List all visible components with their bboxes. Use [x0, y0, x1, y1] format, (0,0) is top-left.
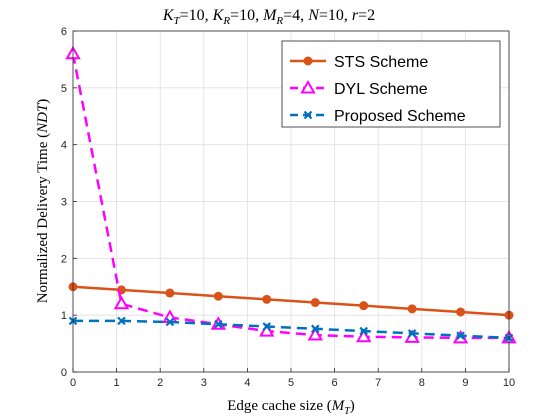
- x-tick-label: 8: [419, 377, 425, 389]
- legend-label: STS Scheme: [334, 54, 428, 71]
- marker-stroke: [117, 316, 126, 326]
- chart-title: KT=10, KR=10, MR=4, N=10, r=2: [162, 7, 375, 27]
- x-tick-label: 2: [157, 377, 163, 389]
- legend-marker: [300, 79, 316, 94]
- marker-stroke: [456, 331, 465, 340]
- x-tick-label: 3: [201, 377, 207, 389]
- data-point: [214, 319, 223, 329]
- data-point: [165, 288, 175, 298]
- y-tick-label: 1: [61, 310, 67, 322]
- data-point: [307, 327, 323, 341]
- data-point: [262, 322, 272, 331]
- tick-labels: 0 1 2 3 4 5 6 7 8 9 10 0 1 2 3 4 5 6: [61, 26, 515, 389]
- data-point: [165, 317, 175, 327]
- series-layer: [65, 45, 517, 344]
- data-point: [310, 298, 320, 308]
- data-point: [355, 328, 372, 343]
- marker-stroke: [165, 317, 175, 327]
- legend-label: DYL Scheme: [334, 81, 428, 98]
- x-tick-label: 4: [244, 377, 250, 389]
- legend-marker: [303, 110, 313, 120]
- x-tick-label: 1: [114, 377, 120, 389]
- marker-stroke: [359, 326, 368, 336]
- marker-stroke: [214, 319, 223, 329]
- legend-label: Proposed Scheme: [334, 108, 466, 125]
- marker-stroke: [310, 324, 320, 334]
- y-tick-label: 0: [61, 367, 67, 379]
- legend: STS Scheme DYL Scheme Proposed Scheme: [281, 40, 501, 128]
- data-point: [359, 326, 368, 336]
- x-tick-label: 0: [70, 377, 76, 389]
- axes-frame: [72, 30, 510, 373]
- y-axis-label: Normalized Delivery Time (NDT): [35, 99, 51, 304]
- marker-stroke: [407, 329, 417, 338]
- data-point: [407, 329, 417, 338]
- y-tick-label: 4: [61, 140, 67, 152]
- data-point: [456, 307, 466, 317]
- legend-box: [281, 40, 501, 128]
- series-0: [68, 282, 514, 320]
- data-point: [456, 331, 465, 340]
- y-tick-label: 2: [61, 253, 67, 265]
- series-line: [71, 53, 509, 340]
- x-axis-label: Edge cache size (MT): [227, 398, 355, 417]
- x-tick-label: 6: [332, 377, 338, 389]
- x-tick-label: 5: [288, 377, 294, 389]
- data-point: [359, 301, 369, 311]
- series-line: [73, 319, 510, 340]
- x-tick-label: 9: [462, 377, 468, 389]
- data-point: [113, 295, 130, 310]
- y-tick-label: 6: [61, 26, 67, 38]
- series-2: [68, 316, 514, 343]
- marker-stroke: [262, 322, 272, 331]
- data-point: [117, 316, 126, 326]
- x-tick-label: 7: [375, 377, 381, 389]
- y-tick-label: 3: [61, 197, 67, 209]
- data-point: [262, 294, 272, 304]
- series-line: [72, 285, 510, 317]
- data-point: [310, 324, 320, 334]
- data-point: [213, 291, 223, 301]
- y-tick-label: 5: [61, 83, 67, 95]
- data-point: [407, 304, 417, 314]
- marker-stroke: [303, 110, 313, 120]
- x-tick-label: 10: [503, 377, 515, 389]
- legend-marker: [303, 56, 313, 66]
